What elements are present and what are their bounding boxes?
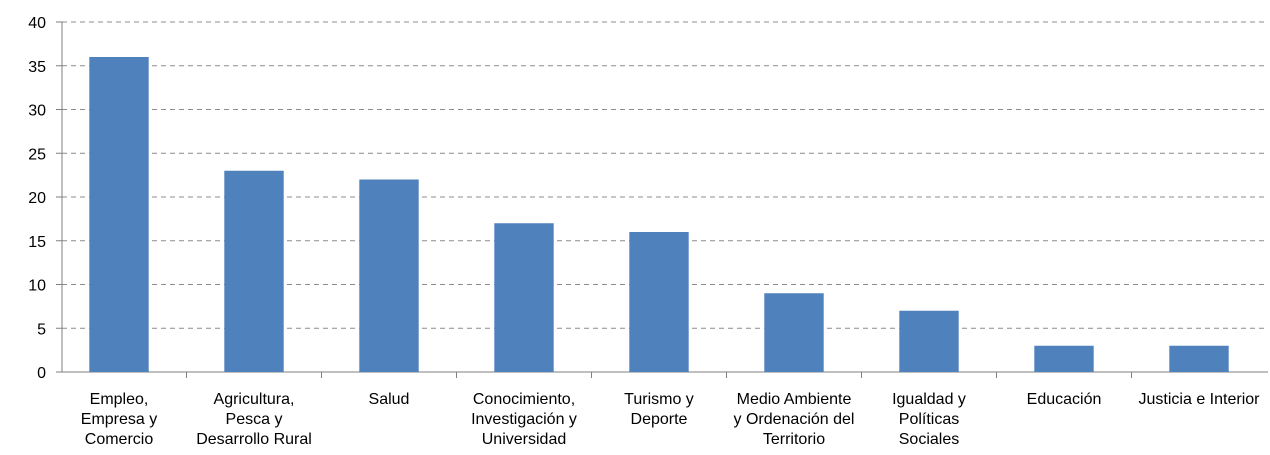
- x-tick-label: Igualdad y Políticas Sociales: [892, 391, 966, 448]
- bar: [494, 223, 554, 372]
- y-tick-label: 35: [28, 59, 46, 76]
- x-tick-label: Agricultura, Pesca y Desarrollo Rural: [196, 391, 312, 448]
- y-tick-label: 20: [28, 190, 46, 207]
- x-tick-label: Educación: [1027, 391, 1102, 408]
- bar: [764, 293, 824, 372]
- y-tick-label: 5: [37, 321, 46, 338]
- x-tick-label: Medio Ambiente y Ordenación del Territorio: [734, 391, 855, 448]
- y-tick-label: 10: [28, 278, 46, 295]
- bar: [1169, 345, 1229, 372]
- y-tick-label: 25: [28, 146, 46, 163]
- y-tick-label: 30: [28, 103, 46, 120]
- y-tick-label: 40: [28, 15, 46, 32]
- x-tick-label: Conocimiento, Investigación y Universidad: [471, 391, 577, 448]
- bar: [629, 232, 689, 372]
- y-tick-label: 0: [37, 365, 46, 382]
- x-tick-label: Justicia e Interior: [1139, 391, 1261, 408]
- bar: [224, 170, 284, 372]
- x-tick-label: Salud: [369, 391, 410, 408]
- bar: [89, 57, 149, 372]
- bar: [1034, 345, 1094, 372]
- bar: [359, 179, 419, 372]
- bar: [899, 310, 959, 372]
- y-tick-label: 15: [28, 234, 46, 251]
- x-tick-label: Empleo, Empresa y Comercio: [81, 391, 157, 448]
- x-tick-label: Turismo y Deporte: [624, 391, 694, 428]
